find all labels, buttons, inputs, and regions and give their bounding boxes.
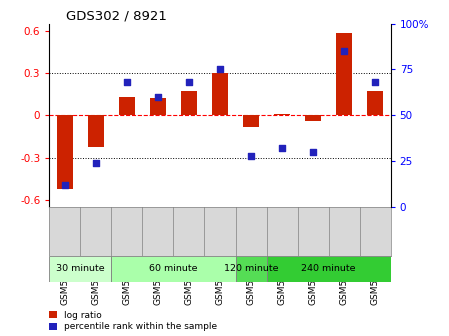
Bar <box>181 91 197 115</box>
Bar <box>212 73 228 115</box>
Point <box>62 182 69 188</box>
Point <box>340 48 348 54</box>
Text: 240 minute: 240 minute <box>301 264 356 274</box>
Bar <box>119 97 135 115</box>
Point <box>309 150 317 155</box>
Text: 60 minute: 60 minute <box>149 264 198 274</box>
Point <box>247 153 255 159</box>
Point <box>123 80 131 85</box>
Bar <box>305 115 321 121</box>
Bar <box>57 115 73 189</box>
Point <box>216 67 224 72</box>
Text: 30 minute: 30 minute <box>56 264 105 274</box>
Bar <box>336 33 352 115</box>
Bar <box>267 256 391 282</box>
Bar <box>236 256 267 282</box>
Text: GDS302 / 8921: GDS302 / 8921 <box>66 9 167 23</box>
Bar <box>367 91 383 115</box>
Point <box>278 146 286 151</box>
Bar <box>88 115 104 146</box>
Text: 120 minute: 120 minute <box>224 264 278 274</box>
Bar <box>49 256 111 282</box>
Bar <box>243 115 259 127</box>
Bar <box>150 98 166 115</box>
Legend: log ratio, percentile rank within the sample: log ratio, percentile rank within the sa… <box>49 311 217 332</box>
Bar <box>274 114 290 115</box>
Point <box>371 80 379 85</box>
Bar <box>111 256 236 282</box>
Point <box>92 161 100 166</box>
Point <box>154 94 162 100</box>
Point <box>185 80 193 85</box>
